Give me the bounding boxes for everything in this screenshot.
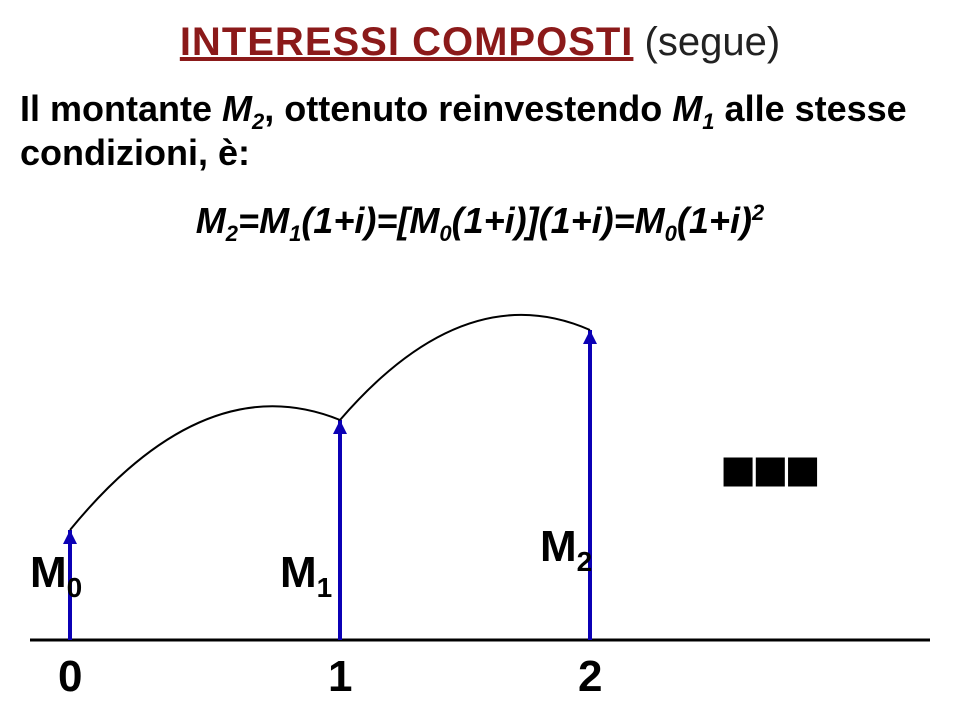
- M0-M: M: [30, 548, 67, 597]
- body-l1-pre: Il montante: [20, 88, 222, 129]
- M2-M: M: [540, 522, 577, 571]
- bar-label-M2: M2: [540, 522, 592, 578]
- body-l1-M: M: [222, 88, 252, 129]
- continuation-dots: ■■■: [720, 435, 817, 504]
- f-eq: =: [238, 200, 259, 241]
- f-p1: (1+i)=[: [301, 200, 409, 241]
- f-s0b: 0: [665, 221, 677, 246]
- body-line-1: Il montante M2, ottenuto reinvestendo M1…: [20, 88, 907, 135]
- title-main: INTERESSI COMPOSTI: [180, 20, 634, 64]
- tick-1: 1: [328, 652, 352, 702]
- M1-sub: 1: [317, 572, 333, 603]
- bar-label-M1: M1: [280, 548, 332, 604]
- slide-title: INTERESSI COMPOSTI (segue): [0, 20, 960, 65]
- f-s0a: 0: [439, 221, 451, 246]
- body-l1-sub2: 1: [702, 109, 714, 134]
- compound-interest-diagram: M0 M1 M2 0 1 2 ■■■: [20, 280, 940, 710]
- f-M2: M: [196, 200, 226, 241]
- body-l1-M2: M: [672, 88, 702, 129]
- f-M0a: M: [409, 200, 439, 241]
- tick-0: 0: [58, 652, 82, 702]
- body-l1-post1: , ottenuto reinvestendo: [264, 88, 672, 129]
- tick-2: 2: [578, 652, 602, 702]
- body-l1-post2: alle stesse: [715, 88, 907, 129]
- M0-sub: 0: [67, 572, 83, 603]
- f-s2: 2: [226, 221, 238, 246]
- title-suffix: (segue): [633, 20, 780, 64]
- slide-page: INTERESSI COMPOSTI (segue) Il montante M…: [0, 0, 960, 720]
- formula: M2=M1(1+i)=[M0(1+i)](1+i)=M0(1+i)2: [0, 200, 960, 247]
- f-M1: M: [259, 200, 289, 241]
- M1-M: M: [280, 548, 317, 597]
- f-p2: (1+i)](1+i)=: [452, 200, 635, 241]
- f-s1: 1: [289, 221, 301, 246]
- f-p3: (1+i): [677, 200, 752, 241]
- f-M0b: M: [635, 200, 665, 241]
- body-l1-sub: 2: [252, 109, 264, 134]
- bar-label-M0: M0: [30, 548, 82, 604]
- body-line-2: condizioni, è:: [20, 132, 250, 174]
- f-exp: 2: [752, 200, 764, 225]
- M2-sub: 2: [577, 546, 593, 577]
